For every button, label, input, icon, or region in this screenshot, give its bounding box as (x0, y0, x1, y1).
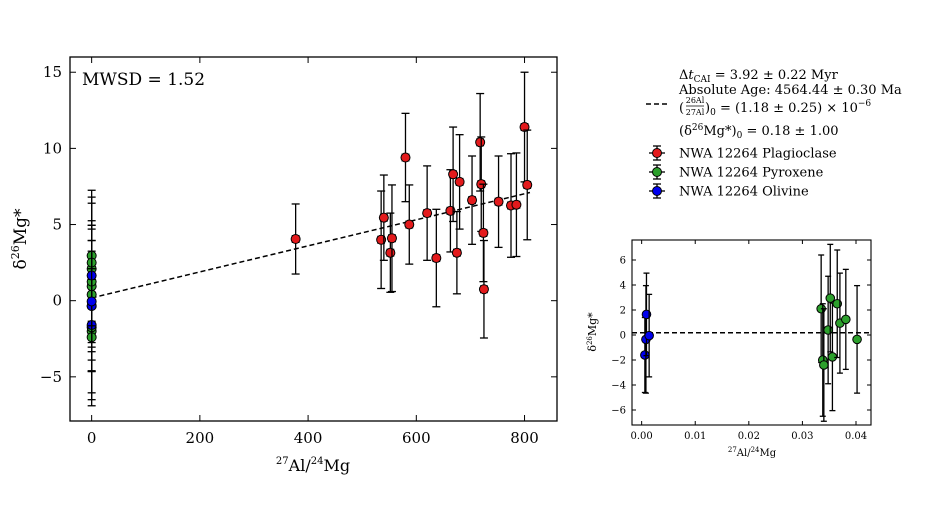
nwa-12264-plagioclase-point (378, 212, 389, 223)
y-tick-label: −4 (611, 381, 626, 392)
main-plot-area (86, 71, 533, 407)
x-tick-label: 800 (510, 429, 539, 447)
x-tick-label: 0 (87, 429, 97, 447)
nwa-12264-plagioclase-point (493, 196, 504, 207)
inset-y-axis-label: δ26Mg* (586, 312, 599, 352)
nwa-12264-plagioclase-point (467, 195, 478, 206)
svg-text:(: ( (679, 101, 684, 116)
y-tick-label: 6 (620, 256, 626, 267)
y-tick-label: 5 (52, 216, 62, 234)
x-tick-label: 0.02 (738, 431, 760, 442)
nwa-12264-plagioclase-point (454, 176, 465, 187)
legend-label: NWA 12264 Plagioclase (679, 147, 837, 162)
y-tick-label: 0 (620, 331, 626, 342)
svg-text:27Al: 27Al (686, 108, 705, 117)
x-tick-label: 0.04 (845, 431, 867, 442)
y-tick-label: −6 (611, 406, 626, 417)
x-tick-label: 200 (186, 429, 215, 447)
nwa-12264-plagioclase-point (478, 227, 489, 238)
legend-delta-t: ΔtCAI = 3.92 ± 0.22 Myr (679, 68, 839, 85)
inset-nwa-12264-pyroxene-point (825, 293, 836, 303)
nwa-12264-plagioclase-point (519, 122, 530, 133)
nwa-12264-plagioclase-point (448, 169, 459, 180)
main-chart: 0 200 400 600 800 −5 0 5 10 15 MWSD = 1.52 27Al/2… (9, 56, 558, 475)
x-tick-label: 0.00 (631, 431, 653, 442)
legend-initial-ratio: ( 26Al 27Al )0 = (1.18 ± 0.25) × 10−6 (679, 96, 871, 118)
inset-ticks: 0.00 0.01 0.02 0.03 0.04 −6 −4 −2 0 2 4 6 (611, 240, 871, 442)
inset-chart: 0.00 0.01 0.02 0.03 0.04 −6 −4 −2 0 2 4 6 27Al/24Mg… (586, 239, 872, 459)
nwa-12264-plagioclase-point (431, 253, 442, 264)
nwa-12264-plagioclase-point (511, 199, 522, 210)
legend-label: NWA 12264 Olivine (679, 185, 809, 200)
legend-absolute-age: Absolute Age: 4564.44 ± 0.30 Ma (678, 83, 902, 98)
nwa-12264-plagioclase-point (385, 247, 396, 258)
y-tick-label: 15 (43, 63, 62, 81)
nwa-12264-plagioclase-point (478, 284, 489, 295)
legend-marker (652, 186, 662, 196)
inset-nwa-12264-pyroxene-point (823, 325, 833, 335)
y-tick-label: 0 (52, 292, 62, 310)
inset-nwa-12264-pyroxene-point (819, 360, 829, 370)
nwa-12264-plagioclase-point (475, 137, 486, 148)
svg-text:26Al: 26Al (686, 96, 705, 105)
legend: ΔtCAI = 3.92 ± 0.22 Myr Absolute Age: 45… (646, 68, 902, 200)
y-tick-label: 4 (620, 281, 626, 292)
nwa-12264-plagioclase-point (422, 208, 433, 219)
legend-initial-delta: (δ26Mg*)0 = 0.18 ± 1.00 (679, 123, 839, 141)
svg-text:)0 = (1.18 ± 0.25) × 10−6: )0 = (1.18 ± 0.25) × 10−6 (705, 99, 871, 118)
inset-nwa-12264-pyroxene-point (841, 314, 851, 325)
inset-plot-area (632, 243, 871, 422)
nwa-12264-plagioclase-point (290, 234, 301, 244)
main-axes-frame (69, 56, 558, 422)
x-tick-label: 400 (294, 429, 323, 447)
y-tick-label: 2 (620, 306, 626, 317)
x-tick-label: 0.03 (791, 431, 813, 442)
mwsd-annotation: MWSD = 1.52 (82, 70, 205, 90)
main-ticks: 0 200 400 600 800 −5 0 5 10 15 (40, 57, 557, 447)
y-tick-label: −5 (40, 368, 62, 386)
legend-marker (652, 148, 662, 158)
nwa-12264-plagioclase-point (400, 152, 411, 163)
nwa-12264-plagioclase-point (386, 233, 397, 244)
inset-nwa-12264-pyroxene-point (852, 334, 862, 345)
nwa-12264-olivine-point (86, 296, 97, 307)
inset-x-axis-label: 27Al/24Mg (728, 446, 777, 459)
legend-label: NWA 12264 Pyroxene (679, 166, 824, 181)
y-tick-label: −2 (611, 356, 626, 367)
x-tick-label: 600 (402, 429, 431, 447)
legend-marker (652, 167, 662, 177)
main-x-axis-label: 27Al/24Mg (276, 456, 350, 475)
main-y-axis-label: δ26Mg* (9, 208, 31, 270)
x-tick-label: 0.01 (684, 431, 706, 442)
nwa-12264-plagioclase-point (404, 219, 415, 230)
legend-entry-nwa-12264-olivine: NWA 12264 Olivine (649, 183, 809, 200)
nwa-12264-plagioclase-point (451, 247, 462, 258)
nwa-12264-plagioclase-point (522, 179, 533, 190)
y-tick-label: 10 (43, 139, 62, 157)
regression-fit-line (91, 191, 531, 299)
legend-entry-nwa-12264-plagioclase: NWA 12264 Plagioclase (649, 145, 837, 162)
legend-entry-nwa-12264-pyroxene: NWA 12264 Pyroxene (649, 164, 824, 181)
inset-nwa-12264-olivine-point (644, 330, 654, 341)
inset-axes-frame (631, 239, 872, 426)
